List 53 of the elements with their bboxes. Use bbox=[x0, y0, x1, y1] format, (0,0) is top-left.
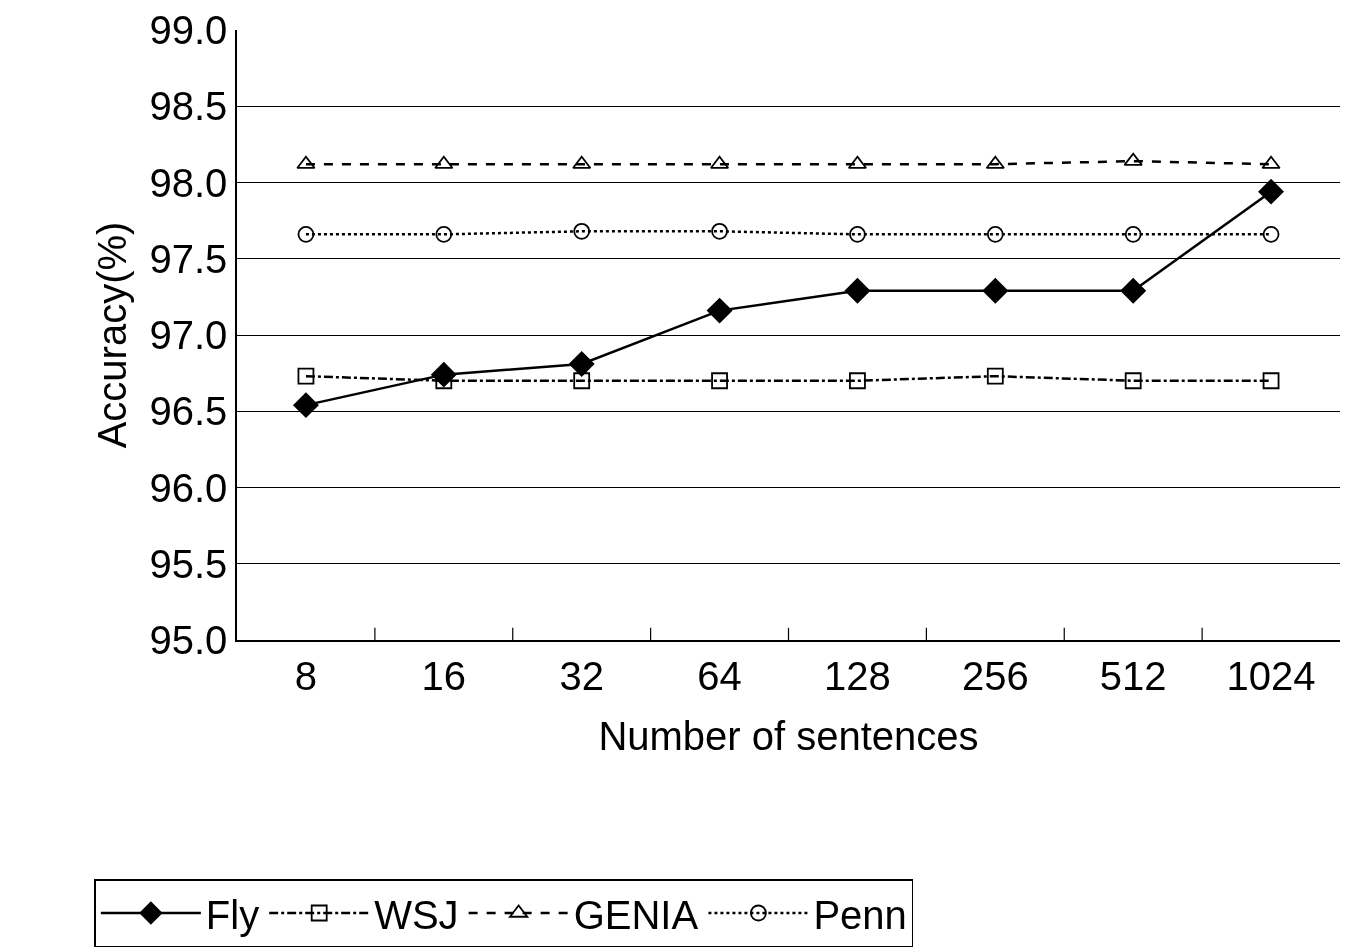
point bbox=[297, 367, 315, 385]
x-tick-label: 256 bbox=[961, 653, 1029, 698]
y-tick-label: 95.0 bbox=[149, 618, 228, 662]
point bbox=[985, 155, 1005, 169]
point bbox=[1262, 372, 1280, 390]
x-axis-title: Number of sentences bbox=[598, 713, 979, 758]
y-tick-label: 95.5 bbox=[149, 541, 228, 586]
point bbox=[986, 367, 1004, 385]
point bbox=[1262, 225, 1280, 243]
y-tick-label: 98.0 bbox=[149, 160, 228, 205]
y-tick-label: 96.5 bbox=[149, 389, 228, 434]
y-tick-label: 97.5 bbox=[149, 236, 228, 281]
point bbox=[706, 298, 733, 324]
point bbox=[572, 155, 592, 169]
point bbox=[711, 372, 728, 390]
point bbox=[986, 225, 1004, 243]
point bbox=[435, 225, 453, 243]
point bbox=[1258, 179, 1284, 205]
point bbox=[849, 372, 866, 390]
y-tick-label: 96.0 bbox=[149, 465, 228, 510]
point bbox=[293, 392, 319, 418]
point bbox=[434, 155, 454, 169]
x-tick-label: 128 bbox=[824, 653, 891, 698]
point bbox=[844, 278, 871, 304]
legend-label: WSJ bbox=[374, 892, 459, 937]
legend-label: Fly bbox=[205, 892, 260, 937]
point bbox=[1261, 155, 1281, 169]
point bbox=[569, 351, 595, 377]
point bbox=[1124, 372, 1142, 390]
point bbox=[1123, 152, 1143, 166]
y-tick-label: 99.0 bbox=[149, 8, 228, 52]
x-tick-label: 16 bbox=[421, 653, 467, 698]
point bbox=[1120, 278, 1146, 304]
point bbox=[847, 155, 867, 169]
x-tick-label: 1024 bbox=[1226, 653, 1316, 698]
x-tick-label: 64 bbox=[697, 653, 742, 698]
point bbox=[982, 278, 1008, 304]
point bbox=[573, 372, 591, 390]
x-tick-label: 32 bbox=[559, 653, 604, 698]
point bbox=[573, 222, 591, 240]
x-tick-label: 8 bbox=[294, 653, 318, 698]
point bbox=[1124, 225, 1142, 243]
y-axis-title: Accuracy(%) bbox=[90, 221, 135, 449]
y-tick-label: 98.5 bbox=[149, 84, 228, 129]
point bbox=[711, 222, 728, 240]
legend-label: GENIA bbox=[573, 892, 699, 937]
point bbox=[710, 155, 730, 169]
point bbox=[296, 155, 316, 169]
point bbox=[297, 225, 315, 243]
point bbox=[849, 225, 866, 243]
y-tick-label: 97.0 bbox=[149, 313, 228, 357]
legend-label: Penn bbox=[813, 892, 907, 937]
x-tick-label: 512 bbox=[1099, 653, 1167, 698]
